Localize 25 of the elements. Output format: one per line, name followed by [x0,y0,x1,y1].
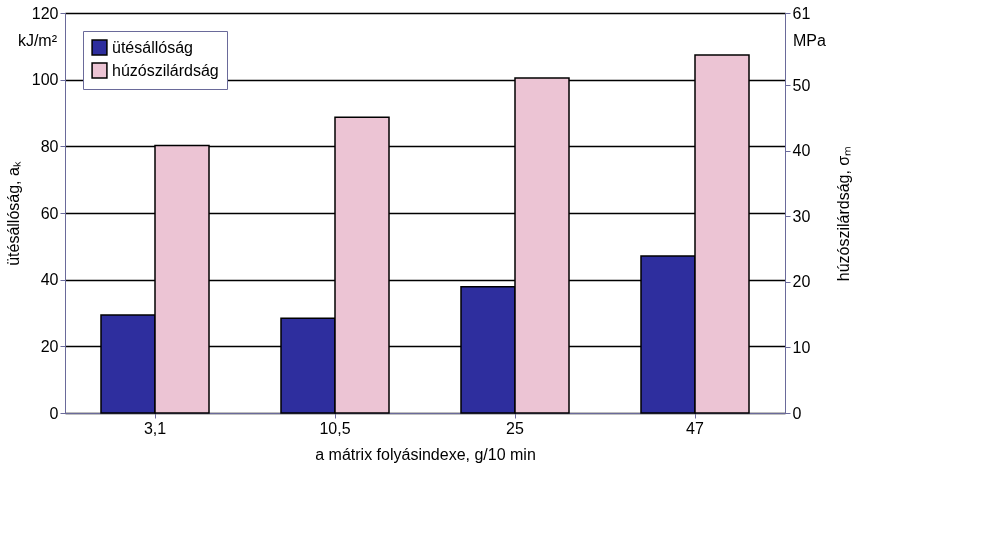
y2-tick-label: 40 [792,142,811,160]
y-tick-label: 40 [40,271,59,289]
y-tick-label: 100 [31,71,59,89]
y-tick-label: 60 [40,204,59,222]
text: MPa [793,32,826,49]
y2-tick-label: 50 [792,76,811,94]
text: kJ/m² [17,32,58,49]
y-axis-title: ütésállóság, aₖ [4,161,22,266]
y2-tick-label: 0 [792,404,802,422]
x-tick-label: 47 [686,419,704,437]
legend-label: húzószilárdság [112,61,219,79]
x-tick-label: 3,1 [143,419,167,437]
x-tick-label: 10,5 [319,419,351,437]
y-tick-label: 80 [40,137,59,155]
y2-tick-label: 30 [792,207,811,225]
y2-axis-title: húzószilárdság, σₘ [835,145,853,282]
y-tick-label: 0 [49,404,59,422]
y2-tick-label: 61 [792,4,811,22]
y2-tick-label: 20 [792,273,811,291]
y-tick-label: 20 [40,337,59,355]
y-tick-label: 120 [31,4,59,22]
x-tick-label: 25 [506,419,524,437]
x-axis-title: a mátrix folyásindexe, g/10 min [315,445,536,463]
legend-label: ütésállóság [112,38,193,56]
y2-tick-label: 10 [792,338,811,356]
